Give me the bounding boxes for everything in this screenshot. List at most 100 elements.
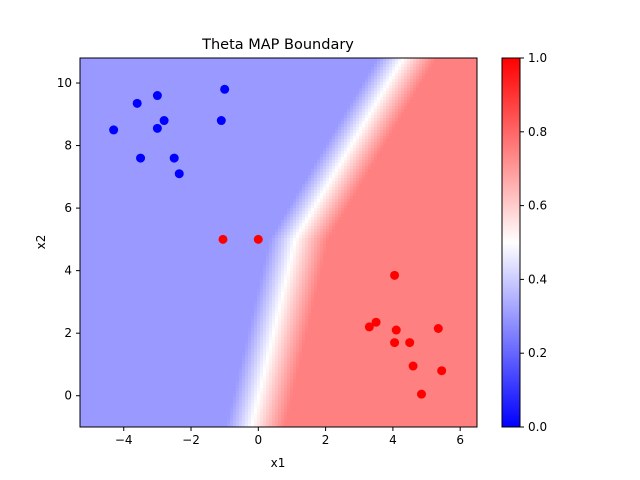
contour-cell	[182, 109, 186, 113]
contour-cell	[89, 82, 93, 86]
contour-cell	[206, 91, 210, 95]
contour-cell	[455, 67, 459, 71]
contour-cell	[440, 91, 444, 95]
contour-cell	[206, 103, 210, 107]
contour-cell	[116, 91, 120, 95]
contour-cell	[215, 70, 219, 74]
contour-cell	[134, 67, 138, 71]
contour-cell	[176, 58, 180, 62]
contour-cell	[272, 157, 276, 161]
contour-cell	[320, 94, 324, 98]
contour-cell	[296, 139, 300, 143]
contour-cell	[137, 58, 141, 62]
contour-cell	[335, 97, 339, 101]
contour-cell	[194, 76, 198, 80]
contour-cell	[107, 67, 111, 71]
contour-cell	[386, 82, 390, 86]
contour-cell	[416, 157, 420, 161]
contour-cell	[89, 163, 93, 167]
contour-cell	[122, 115, 126, 119]
contour-cell	[92, 73, 96, 77]
contour-cell	[344, 79, 348, 83]
contour-cell	[380, 73, 384, 77]
contour-cell	[338, 76, 342, 80]
contour-cell	[359, 109, 363, 113]
contour-cell	[458, 133, 462, 137]
contour-cell	[425, 148, 429, 152]
contour-cell	[395, 67, 399, 71]
contour-cell	[233, 154, 237, 158]
contour-cell	[344, 154, 348, 158]
contour-cell	[113, 82, 117, 86]
contour-cell	[458, 91, 462, 95]
contour-cell	[197, 169, 201, 173]
contour-cell	[287, 166, 291, 170]
contour-cell	[338, 124, 342, 128]
contour-cell	[101, 73, 105, 77]
contour-cell	[104, 136, 108, 140]
contour-cell	[239, 133, 243, 137]
contour-cell	[155, 136, 159, 140]
contour-cell	[206, 58, 210, 62]
contour-cell	[428, 127, 432, 131]
contour-cell	[365, 94, 369, 98]
contour-cell	[245, 58, 249, 62]
contour-cell	[95, 103, 99, 107]
contour-cell	[356, 166, 360, 170]
contour-cell	[413, 118, 417, 122]
contour-cell	[224, 112, 228, 116]
contour-cell	[215, 73, 219, 77]
contour-cell	[290, 70, 294, 74]
contour-cell	[113, 88, 117, 92]
contour-cell	[305, 154, 309, 158]
contour-cell	[188, 109, 192, 113]
contour-cell	[317, 148, 321, 152]
contour-cell	[353, 97, 357, 101]
contour-cell	[452, 79, 456, 83]
contour-cell	[422, 145, 426, 149]
contour-cell	[269, 157, 273, 161]
contour-cell	[242, 100, 246, 104]
contour-cell	[104, 64, 108, 68]
contour-cell	[149, 67, 153, 71]
contour-cell	[122, 136, 126, 140]
contour-cell	[143, 73, 147, 77]
contour-cell	[272, 64, 276, 68]
contour-cell	[389, 76, 393, 80]
contour-cell	[263, 91, 267, 95]
contour-cell	[323, 166, 327, 170]
contour-cell	[407, 118, 411, 122]
contour-cell	[179, 76, 183, 80]
contour-cell	[140, 163, 144, 167]
contour-cell	[383, 127, 387, 131]
contour-cell	[302, 79, 306, 83]
contour-cell	[362, 70, 366, 74]
contour-cell	[122, 130, 126, 134]
contour-cell	[101, 100, 105, 104]
contour-cell	[221, 145, 225, 149]
contour-cell	[116, 82, 120, 86]
contour-cell	[302, 145, 306, 149]
contour-cell	[236, 157, 240, 161]
contour-cell	[386, 70, 390, 74]
contour-cell	[221, 76, 225, 80]
contour-cell	[269, 88, 273, 92]
contour-cell	[341, 136, 345, 140]
contour-cell	[377, 151, 381, 155]
contour-cell	[251, 79, 255, 83]
contour-cell	[107, 121, 111, 125]
contour-cell	[341, 58, 345, 62]
contour-cell	[455, 163, 459, 167]
contour-cell	[110, 160, 114, 164]
contour-cell	[416, 61, 420, 65]
contour-cell	[140, 145, 144, 149]
contour-cell	[95, 88, 99, 92]
contour-cell	[350, 151, 354, 155]
contour-cell	[416, 64, 420, 68]
contour-cell	[218, 97, 222, 101]
contour-cell	[155, 67, 159, 71]
contour-cell	[152, 106, 156, 110]
contour-cell	[194, 148, 198, 152]
contour-cell	[461, 112, 465, 116]
contour-cell	[371, 145, 375, 149]
